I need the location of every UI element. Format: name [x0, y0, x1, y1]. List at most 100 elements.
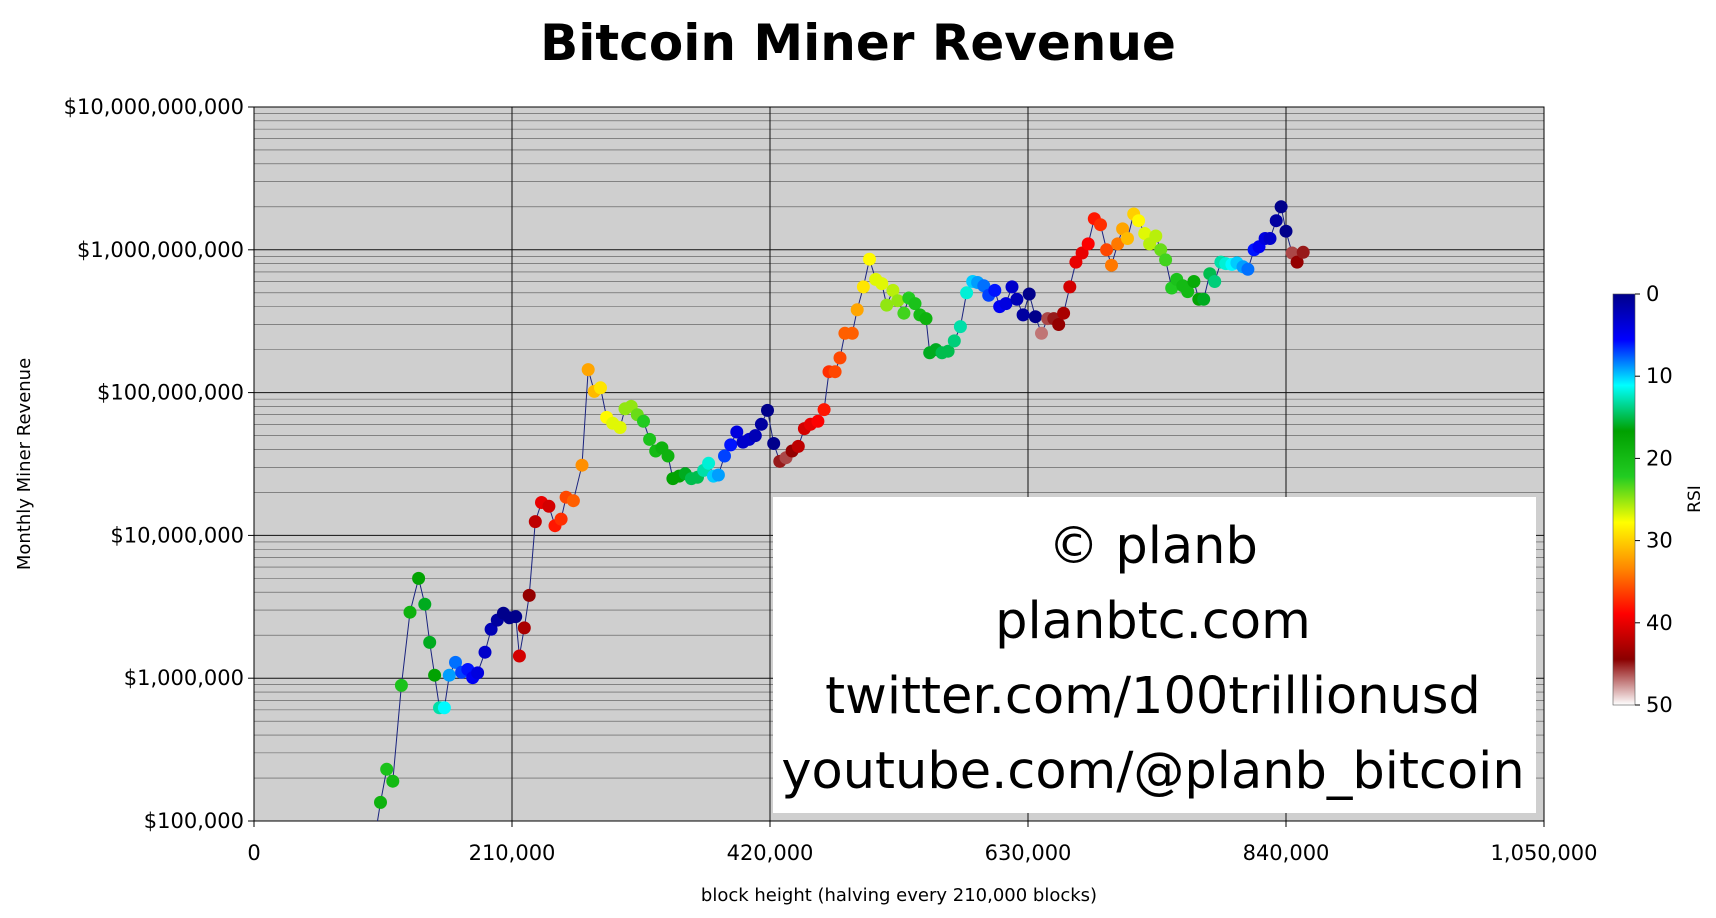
data-point	[1028, 310, 1042, 324]
data-point	[863, 252, 876, 266]
colorbar-title: RSI	[1685, 485, 1705, 513]
data-point	[509, 610, 523, 624]
x-tick-label: 0	[247, 841, 260, 865]
data-point	[1296, 245, 1310, 259]
colorbar-tick-label: 40	[1646, 611, 1673, 635]
data-point	[594, 381, 607, 395]
data-point	[1290, 255, 1304, 269]
y-tick-label: $1,000,000,000	[77, 238, 244, 262]
data-point	[767, 437, 781, 450]
data-point	[941, 344, 955, 358]
data-point	[412, 571, 426, 585]
data-point	[1069, 255, 1083, 269]
colorbar-tick-label: 0	[1646, 282, 1659, 306]
data-point	[850, 303, 864, 317]
data-point	[581, 363, 595, 377]
plot-frame	[253, 106, 1545, 822]
data-point	[1005, 280, 1019, 294]
watermark-twitter: twitter.com/100trillionusd	[825, 667, 1481, 726]
x-tick-label: 420,000	[727, 841, 814, 865]
data-point	[643, 432, 657, 446]
watermark-website: planbtc.com	[995, 592, 1311, 651]
data-point	[394, 678, 408, 692]
data-point	[517, 621, 531, 635]
data-point	[442, 668, 456, 682]
colorbar-tick-label: 30	[1646, 529, 1673, 553]
data-point	[1100, 243, 1114, 257]
data-point	[999, 297, 1013, 311]
data-point	[1181, 285, 1195, 299]
data-point	[1081, 237, 1095, 251]
chart-title: Bitcoin Miner Revenue	[540, 14, 1176, 72]
data-point	[833, 351, 847, 365]
data-point	[1187, 275, 1201, 288]
data-point	[1016, 308, 1030, 322]
data-point	[449, 655, 462, 669]
data-point	[1010, 292, 1024, 306]
data-point	[875, 277, 889, 291]
data-point	[1197, 292, 1211, 306]
data-point	[1116, 222, 1130, 236]
data-point	[908, 297, 922, 311]
data-point	[1208, 275, 1222, 288]
data-point	[575, 458, 589, 472]
data-point	[522, 588, 536, 602]
data-point	[845, 326, 859, 340]
data-point	[661, 449, 675, 463]
data-point	[1094, 218, 1107, 232]
data-point	[554, 512, 568, 526]
data-point	[988, 283, 1002, 297]
watermark-youtube: youtube.com/@planb_bitcoin	[781, 742, 1524, 801]
data-point	[437, 701, 451, 715]
data-point	[919, 312, 933, 326]
data-point	[403, 605, 417, 619]
data-point	[1279, 224, 1293, 238]
data-point	[702, 456, 716, 470]
series-line	[377, 204, 1304, 822]
data-point	[1075, 246, 1089, 260]
data-point	[724, 438, 738, 452]
data-point	[1052, 318, 1066, 331]
colorbar-tick-label: 10	[1646, 364, 1673, 388]
data-point	[791, 439, 805, 453]
data-point	[811, 414, 825, 428]
data-point	[471, 666, 485, 680]
y-tick-label: $100,000,000	[97, 381, 244, 405]
data-point	[891, 294, 905, 308]
data-point	[1111, 237, 1125, 251]
y-axis-label: Monthly Miner Revenue	[14, 358, 35, 570]
y-tick-label: $100,000	[144, 809, 244, 833]
data-point	[484, 622, 498, 636]
data-point	[730, 425, 744, 439]
data-point	[1132, 214, 1146, 228]
data-point	[380, 762, 394, 776]
data-point	[817, 403, 831, 417]
data-point	[1269, 214, 1283, 228]
x-tick-label: 840,000	[1243, 841, 1330, 865]
data-point	[637, 414, 650, 428]
data-point	[478, 645, 492, 659]
data-point	[711, 468, 725, 482]
data-point	[386, 774, 400, 788]
watermark-box: © planb planbtc.com twitter.com/100trill…	[773, 497, 1536, 813]
data-point	[423, 635, 437, 649]
data-point	[748, 429, 762, 443]
data-point	[1154, 243, 1168, 257]
data-point	[1063, 280, 1077, 294]
data-point	[1159, 253, 1173, 267]
data-point	[953, 320, 967, 334]
data-point	[754, 417, 768, 431]
colorbar-ticks: 0 10 20 30 40 50	[1635, 282, 1673, 717]
data-point	[542, 499, 556, 513]
data-point	[856, 280, 870, 294]
data-point	[528, 515, 542, 529]
y-axis-ticks: $100,000 $1,000,000 $10,000,000 $100,000,00…	[64, 95, 254, 833]
y-tick-label: $1,000,000	[124, 666, 244, 690]
data-point	[1022, 287, 1036, 301]
x-axis-ticks: 0 210,000 420,000 630,000 840,000 1,050,000	[247, 821, 1597, 865]
data-point	[418, 597, 432, 611]
data-point	[566, 494, 580, 508]
data-point	[1057, 306, 1071, 320]
x-axis-label: block height (halving every 210,000 bloc…	[701, 885, 1097, 906]
